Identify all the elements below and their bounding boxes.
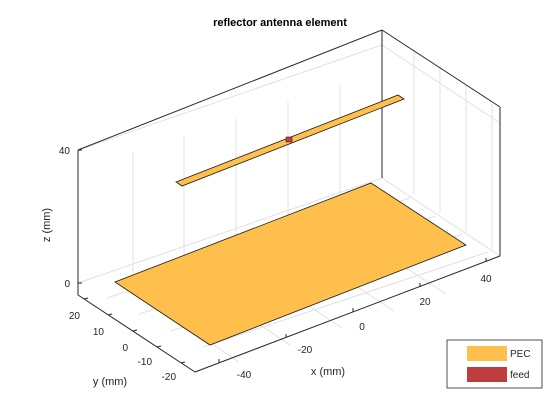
x-tick-0: 0 [359, 322, 365, 333]
legend-swatch-feed [467, 367, 507, 382]
legend-label-pec: PEC [510, 349, 531, 360]
plot-title: reflector antenna element [213, 17, 347, 29]
y-tick-20: 20 [69, 311, 81, 322]
legend: PEC feed [446, 339, 543, 389]
reflector-ground-plane [114, 182, 467, 346]
legend-label-feed: feed [510, 370, 529, 381]
z-tick-0: 0 [64, 279, 70, 290]
y-axis-label: y (mm) [93, 376, 127, 388]
z-tick-40: 40 [59, 146, 71, 157]
y-tick-0: 0 [122, 343, 128, 354]
x-tick-minus40: -40 [237, 370, 252, 381]
x-axis-label: x (mm) [311, 366, 345, 378]
y-tick-minus10: -10 [138, 357, 153, 368]
z-axis-label: z (mm) [41, 208, 53, 242]
x-tick-40: 40 [480, 274, 492, 285]
x-tick-20: 20 [419, 297, 431, 308]
y-tick-10: 10 [93, 327, 105, 338]
legend-swatch-pec [467, 346, 507, 361]
y-tick-minus20: -20 [162, 372, 177, 383]
x-tick-minus20: -20 [298, 345, 313, 356]
axis-tick-marks [78, 149, 487, 364]
feed-point [285, 136, 293, 143]
